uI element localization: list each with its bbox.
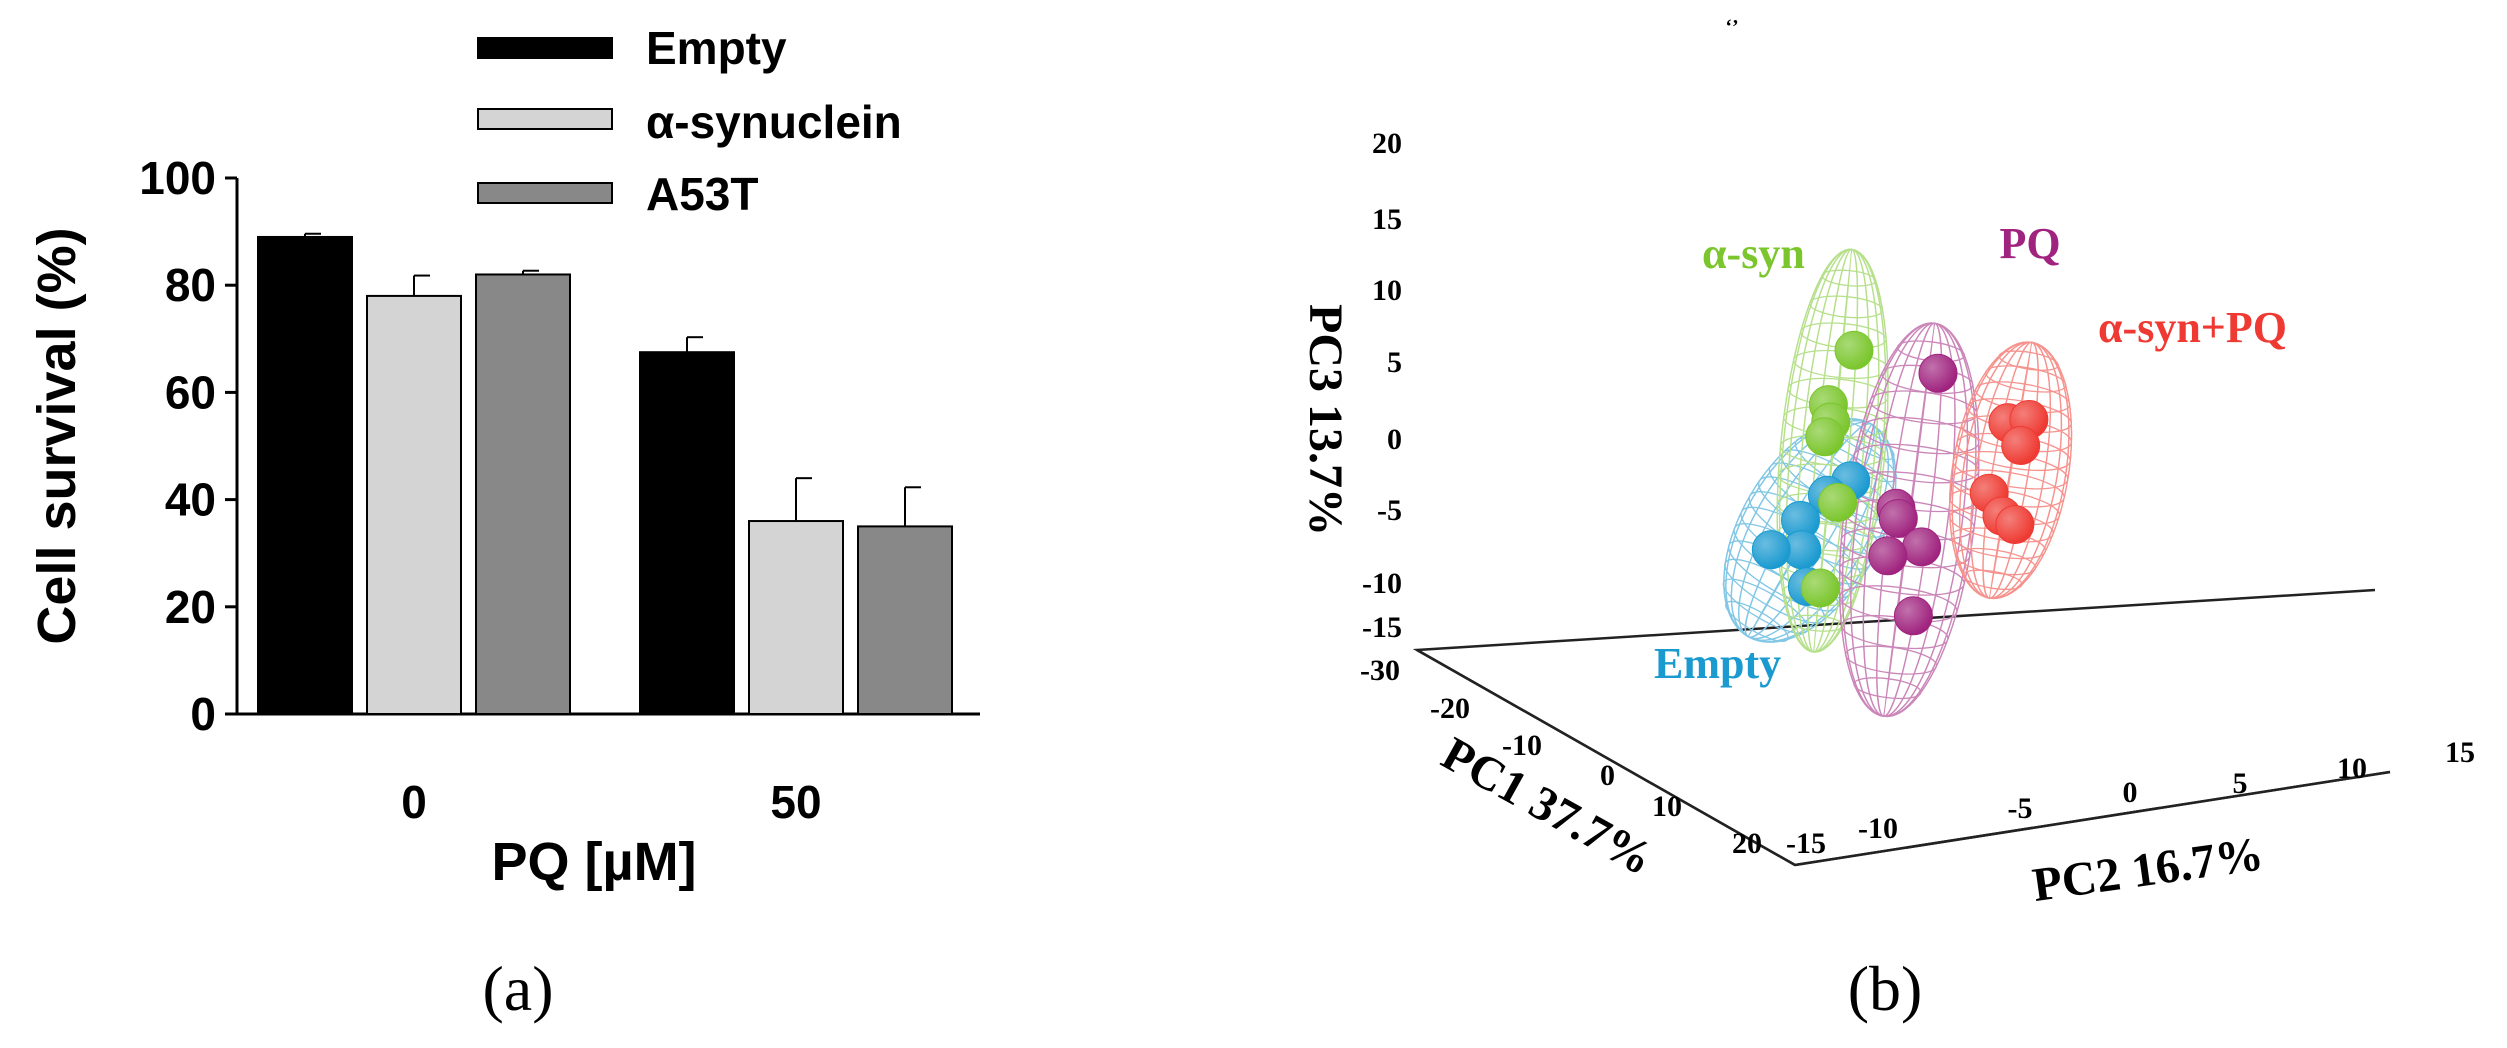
pc2-tick: -15 (1786, 827, 1826, 860)
panel-label-a: (a) (482, 953, 553, 1024)
pc2-axis-line (1794, 770, 2391, 867)
wire-parallel (1788, 614, 1844, 632)
y-axis-title: Cell survival (%) (27, 227, 87, 644)
y-tick-label: 20 (165, 581, 216, 633)
pc3-tick: 20 (1372, 127, 1402, 160)
y-tick-label: 80 (165, 259, 216, 311)
pc2-tick: -5 (2008, 792, 2033, 825)
panel-label-b: (b) (1848, 953, 1923, 1024)
wire-parallel (1962, 569, 2023, 591)
wire-parallel (1809, 295, 1884, 319)
group-label-pq: PQ (1999, 219, 2060, 268)
data-points (1751, 330, 2049, 636)
pc1-tick: 20 (1732, 827, 1762, 860)
scatter-point (1805, 417, 1845, 457)
y-tick-label: 60 (165, 366, 216, 418)
scatter-point (1893, 596, 1933, 636)
bar-chart-panel: 0 20 40 60 80 100 0 50 PQ [µM] Cell survival … (27, 22, 980, 1024)
scatter-point (1834, 330, 1874, 370)
x-category-0: 0 (401, 776, 427, 828)
bar (857, 525, 953, 716)
pc3-tick: 0 (1387, 423, 1402, 456)
pc3-tick: -5 (1377, 494, 1402, 527)
pc2-tick: 5 (2233, 767, 2248, 800)
pc1-tick: -30 (1360, 654, 1400, 687)
bar (475, 273, 571, 715)
legend-label-empty: Empty (646, 22, 787, 74)
bar (639, 351, 735, 715)
ellipsoids (1722, 248, 2073, 718)
pc1-axis-title: PC1 37.7% (1433, 727, 1662, 886)
legend-swatch-a53t (477, 182, 613, 204)
scatter-point (1902, 527, 1942, 567)
scatter-point (1878, 498, 1918, 538)
wire-parallel (1722, 578, 1809, 634)
bar (366, 294, 462, 715)
group-label-alpha-syn-pq: α-syn+PQ (2098, 303, 2287, 352)
wire-parallel (1853, 677, 1922, 700)
pc3-tick: -15 (1362, 611, 1402, 644)
scatter-point (1818, 482, 1858, 522)
stray-mark: ‘’ (1725, 16, 1738, 38)
pc2-ticks: -15 -10 -5 0 5 10 15 (1786, 736, 2475, 860)
scatter-point (1751, 530, 1791, 570)
wire-parallel (1998, 350, 2059, 371)
y-tick-label: 0 (190, 688, 216, 740)
x-category-50: 50 (770, 776, 821, 828)
bar (257, 235, 353, 716)
pc1-tick: -20 (1430, 692, 1470, 725)
scatter-point (1918, 353, 1958, 393)
pc2-tick: -10 (1858, 812, 1898, 845)
pc1-ticks: -30 -20 -10 0 10 20 (1360, 654, 1762, 860)
pc3-tick: 5 (1387, 346, 1402, 379)
pc3-tick: 10 (1372, 274, 1402, 307)
error-bars (304, 232, 921, 527)
pc1-axis-line (1416, 648, 1796, 867)
group-label-alpha-syn: α-syn (1702, 229, 1805, 278)
pc1-tick: 0 (1600, 759, 1615, 792)
y-ticks: 0 20 40 60 80 100 (139, 152, 237, 740)
pc1-tick: 10 (1652, 790, 1682, 823)
pc2-tick: 15 (2445, 736, 2475, 769)
pc1-tick: -10 (1502, 729, 1542, 762)
scatter-point (1868, 536, 1908, 576)
wire-parallel (1984, 365, 2067, 393)
wire-parallel (1725, 600, 1789, 642)
bars (257, 235, 953, 716)
legend-label-a53t: A53T (646, 168, 758, 220)
legend-swatch-alpha-synuclein (477, 108, 613, 130)
wire-parallel (1860, 416, 1980, 455)
pc2-tick: 10 (2337, 752, 2367, 785)
legend: Empty α-synuclein A53T (477, 22, 902, 220)
scatter-point (1995, 505, 2035, 545)
wire-parallel (1954, 547, 2037, 576)
y-tick-label: 100 (139, 152, 216, 204)
scatter-point (1800, 568, 1840, 608)
bar (748, 520, 844, 715)
legend-swatch-empty (477, 37, 613, 59)
x-axis-title: PQ [µM] (491, 832, 696, 892)
pc3-ticks: 20 15 10 5 0 -5 -10 -15 (1362, 127, 1402, 644)
pc3-tick: -10 (1362, 567, 1402, 600)
group-label-empty: Empty (1654, 639, 1781, 688)
scatter-point (2001, 426, 2041, 465)
pc2-axis-title: PC2 16.7% (2029, 827, 2266, 912)
pc3-axis-title: PC3 13.7% (1299, 304, 1352, 536)
wire-parallel (1821, 269, 1877, 287)
pc2-tick: 0 (2123, 776, 2138, 809)
pca-3d-panel: ‘’ 20 15 10 5 0 -5 -10 -15 -30 -20 -10 0… (1299, 16, 2475, 1024)
y-tick-label: 40 (165, 474, 216, 526)
wire-parallel (1853, 443, 1980, 484)
legend-label-alpha-synuclein: α-synuclein (646, 96, 902, 148)
pc3-tick: 15 (1372, 203, 1402, 236)
